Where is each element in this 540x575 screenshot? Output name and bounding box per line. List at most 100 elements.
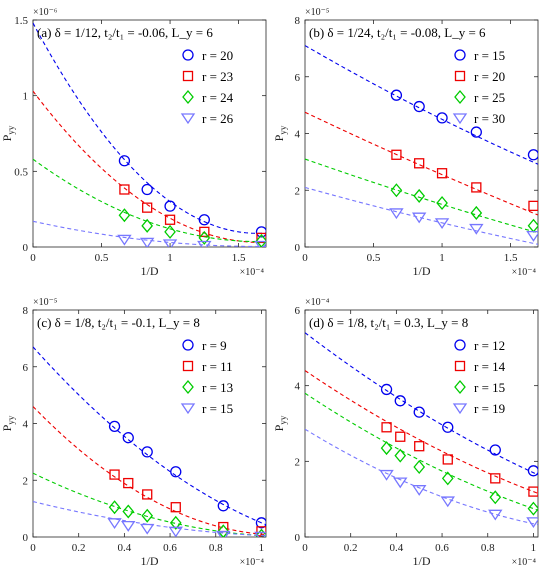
fit-line	[33, 500, 266, 537]
legend-marker	[454, 70, 466, 82]
data-point	[379, 469, 394, 481]
series-3	[305, 392, 538, 516]
y-tick-label: 0	[23, 532, 29, 544]
legend-marker	[180, 403, 196, 415]
chart-panel-1: 0 0.5 1 1.5 0 0.5 1 1.5 ×10⁻⁶ ×10⁻⁴ 1/D Pyy (a) δ = …	[0, 7, 267, 278]
series-1	[33, 346, 266, 529]
data-point	[390, 89, 403, 101]
x-tick-label: 0.4	[117, 542, 131, 554]
chart-panel-3: 0 0.2 0.4 0.6 0.8 1 0 2 4 6 8 ×10⁻⁵ ×10⁻⁴ 1/D Pyy (c) δ…	[0, 297, 267, 568]
series-3	[33, 472, 266, 537]
fit-line	[305, 111, 538, 216]
data-point	[108, 500, 121, 515]
y-tick-label: 4	[23, 419, 29, 431]
data-point	[440, 496, 455, 508]
data-point	[413, 188, 426, 203]
legend-marker	[180, 113, 196, 125]
data-point	[170, 466, 182, 478]
legend-marker	[182, 49, 194, 61]
legend-label: r = 24	[202, 90, 234, 105]
y-tick-label: 8	[295, 15, 301, 27]
fit-line	[305, 370, 538, 494]
y-multiplier: ×10⁻⁵	[33, 297, 57, 308]
data-point	[118, 155, 131, 167]
data-point	[141, 183, 153, 196]
data-point	[413, 459, 426, 475]
data-point	[528, 486, 538, 497]
data-point	[413, 406, 425, 418]
legend-label: r = 13	[202, 380, 233, 395]
x-axis-label: 1/D	[413, 264, 431, 278]
data-point	[217, 524, 230, 537]
data-point	[255, 528, 266, 537]
fit-line	[33, 472, 266, 537]
legend-label: r = 15	[202, 401, 233, 416]
panel-title: (c) δ = 1/8, t₂/t₁ = -0.1, L_y = 8	[37, 315, 200, 330]
x-tick-label: 1	[167, 252, 173, 264]
legend-marker	[182, 89, 194, 105]
y-tick-label: 4	[295, 381, 301, 393]
data-point	[471, 182, 482, 193]
legend-label: r = 14	[474, 359, 506, 374]
data-point	[141, 446, 153, 458]
plot-frame	[32, 309, 267, 538]
data-point	[118, 208, 131, 223]
data-point	[490, 473, 501, 484]
x-tick-label: 0.6	[435, 542, 449, 554]
data-point	[393, 477, 408, 489]
data-point	[411, 212, 427, 224]
data-point	[107, 518, 122, 529]
data-point	[255, 226, 266, 238]
data-point	[255, 517, 266, 529]
data-point	[442, 421, 454, 433]
data-point	[527, 501, 538, 516]
data-point	[142, 489, 153, 500]
data-point	[170, 502, 181, 513]
fit-line	[305, 428, 538, 526]
series-4	[33, 220, 266, 247]
data-point	[394, 395, 406, 407]
series-2	[33, 406, 266, 537]
fit-line	[305, 45, 538, 165]
legend-marker	[454, 49, 466, 61]
series-3	[305, 158, 538, 234]
data-point	[394, 448, 407, 463]
legend-marker	[454, 339, 466, 351]
data-point	[198, 214, 210, 226]
legend-label: r = 20	[202, 48, 233, 63]
data-point	[162, 239, 178, 247]
data-point	[488, 509, 503, 521]
y-axis-label: Pyy	[272, 125, 288, 141]
chart-panel-4: 0 0.2 0.4 0.6 0.8 1 0 2 4 6 ×10⁻⁴ ×10⁻⁴ 1/D Pyy (d) δ …	[272, 297, 539, 568]
y-tick-label: 2	[295, 456, 301, 468]
data-point	[216, 530, 231, 537]
series-2	[33, 90, 266, 244]
data-point	[436, 196, 448, 211]
data-point	[256, 232, 266, 244]
data-point	[169, 515, 182, 530]
y-tick-label: 6	[295, 305, 301, 317]
series-4	[305, 186, 538, 245]
legend-marker	[454, 360, 466, 372]
x-tick-label: 0.2	[344, 542, 358, 554]
data-point	[470, 126, 482, 138]
legend-marker	[182, 339, 194, 351]
y-tick-label: 6	[23, 362, 29, 374]
legend-label: r = 20	[474, 69, 505, 84]
x-tick-label: 0	[302, 252, 308, 264]
fit-line	[33, 346, 266, 526]
x-tick-label: 0.5	[95, 252, 109, 264]
data-point	[108, 420, 121, 432]
data-point	[122, 504, 135, 519]
y-tick-label: 0	[23, 242, 29, 254]
x-tick-label: 0	[302, 542, 308, 554]
x-tick-label: 0	[30, 542, 36, 554]
y-tick-label: 8	[23, 305, 29, 317]
series-1	[33, 22, 266, 238]
y-tick-label: 1.5	[14, 15, 28, 27]
x-tick-label: 0.2	[72, 542, 86, 554]
x-tick-label: 1.5	[232, 252, 246, 264]
data-point	[164, 224, 176, 239]
x-axis-label: 1/D	[413, 554, 431, 568]
data-point	[414, 441, 425, 452]
